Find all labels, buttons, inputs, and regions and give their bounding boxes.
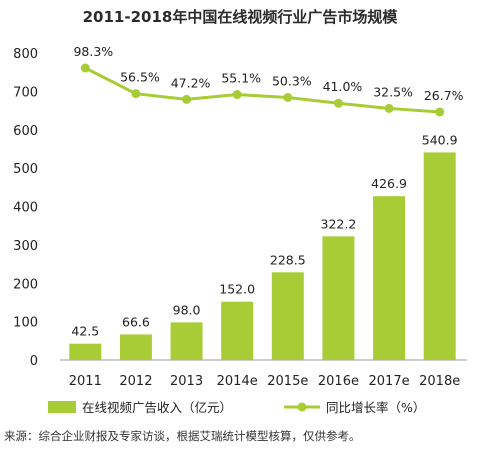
growth-point — [283, 92, 293, 102]
growth-value-label: 26.7% — [424, 88, 464, 103]
y-tick-label: 800 — [13, 47, 38, 62]
growth-value-label: 47.2% — [171, 75, 211, 90]
bar-value-label: 540.9 — [422, 132, 458, 147]
bar-value-label: 228.5 — [270, 252, 306, 267]
bar-value-label: 98.0 — [173, 302, 201, 317]
y-tick-label: 100 — [13, 316, 38, 331]
growth-value-label: 55.1% — [221, 71, 261, 86]
x-tick-label: 2015e — [267, 374, 308, 389]
bar — [373, 196, 406, 360]
x-tick-label: 2014e — [217, 374, 258, 389]
bar — [271, 272, 304, 360]
bar-value-label: 66.6 — [122, 314, 150, 329]
chart-title: 2011-2018年中国在线视频行业广告市场规模 — [83, 8, 399, 26]
x-tick-label: 2018e — [419, 374, 460, 389]
growth-value-label: 32.5% — [373, 84, 413, 99]
growth-value-label: 50.3% — [272, 73, 312, 88]
growth-point — [232, 90, 242, 100]
growth-point — [182, 94, 192, 104]
source-note: 来源：综合企业财报及专家访谈，根据艾瑞统计模型核算，仅供参考。 — [4, 429, 361, 443]
x-tick-label: 2017e — [369, 374, 410, 389]
bar — [119, 334, 152, 360]
y-tick-label: 700 — [13, 85, 38, 100]
bar — [221, 301, 254, 360]
legend-bar-swatch — [48, 401, 76, 413]
bar-value-label: 152.0 — [219, 282, 255, 297]
y-tick-label: 0 — [30, 354, 38, 369]
growth-point — [80, 63, 90, 73]
bar — [322, 236, 355, 360]
bar-value-label: 322.2 — [321, 216, 357, 231]
y-tick-label: 300 — [13, 239, 38, 254]
growth-point — [131, 89, 141, 99]
growth-point — [435, 107, 445, 117]
growth-value-label: 41.0% — [323, 79, 363, 94]
growth-line — [84, 66, 440, 114]
bar-value-label: 42.5 — [71, 324, 99, 339]
growth-point — [384, 103, 394, 113]
growth-value-label: 56.5% — [120, 70, 160, 85]
bar — [423, 152, 456, 360]
bar-value-label: 426.9 — [371, 176, 407, 191]
x-tick-label: 2012 — [119, 374, 152, 389]
x-tick-label: 2011 — [69, 374, 102, 389]
growth-point — [333, 98, 343, 108]
axes: 0 100 200 300 400 500 600 700 800 2011 2012 2013 201… — [13, 47, 467, 389]
growth-line-series: 98.3% 56.5% 47.2% 55.1% 50.3% 41.0% 32.5% 26.7% — [73, 44, 464, 117]
legend-line-label: 同比增长率（%） — [326, 400, 425, 415]
y-tick-label: 600 — [13, 124, 38, 139]
bar-series: 42.5 66.6 98.0 152.0 228.5 322.2 426.9 540.9 — [69, 132, 458, 360]
bar — [69, 343, 102, 360]
legend: 在线视频广告收入（亿元） 同比增长率（%） — [48, 400, 425, 415]
growth-value-label: 98.3% — [73, 44, 113, 59]
y-tick-label: 200 — [13, 277, 38, 292]
x-tick-label: 2013 — [170, 374, 203, 389]
y-tick-label: 400 — [13, 201, 38, 216]
legend-line-marker — [297, 402, 307, 412]
bar — [170, 322, 203, 360]
legend-bar-label: 在线视频广告收入（亿元） — [82, 400, 232, 415]
y-tick-label: 500 — [13, 162, 38, 177]
x-tick-label: 2016e — [318, 374, 359, 389]
